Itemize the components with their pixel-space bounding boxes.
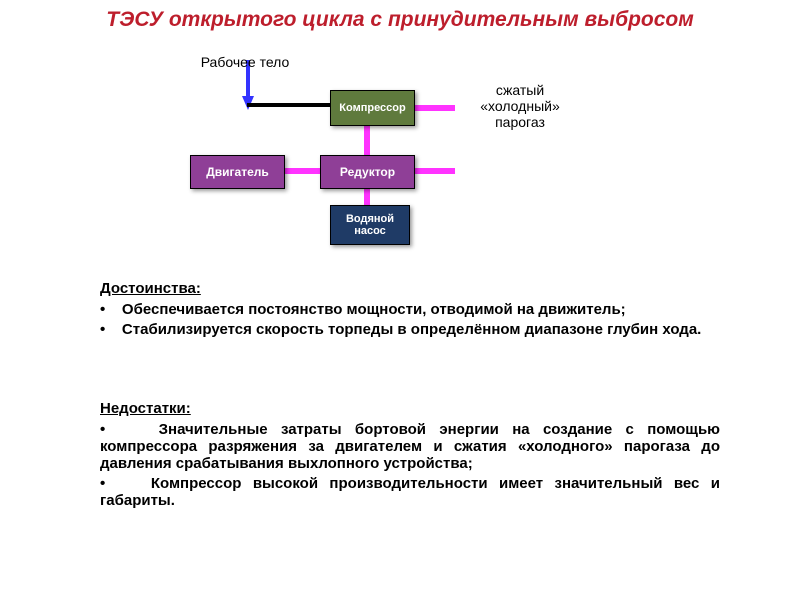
advantages-block: Достоинства: Обеспечивается постоянство …: [100, 280, 720, 341]
label-compressed-gas: сжатый «холодный» парогаз: [460, 82, 580, 130]
page-title: ТЭСУ открытого цикла с принудительным вы…: [0, 8, 800, 32]
disadvantages-list: Значительные затраты бортовой энергии на…: [100, 421, 720, 509]
connector: [364, 126, 370, 155]
advantages-list: Обеспечивается постоянство мощности, отв…: [100, 301, 720, 338]
disadvantages-block: Недостатки: Значительные затраты бортово…: [100, 400, 720, 512]
list-item: Значительные затраты бортовой энергии на…: [100, 421, 720, 472]
disadvantages-heading: Недостатки:: [100, 400, 720, 417]
diagram: Рабочее тело сжатый «холодный» парогаз К…: [0, 50, 800, 250]
box-reducer: Редуктор: [320, 155, 415, 189]
box-compressor-label: Компрессор: [339, 102, 405, 114]
box-pump: Водяной насос: [330, 205, 410, 245]
advantages-heading: Достоинства:: [100, 280, 720, 297]
list-item: Компрессор высокой производительности им…: [100, 475, 720, 509]
connector: [364, 189, 370, 205]
connector: [415, 105, 455, 111]
list-item: Обеспечивается постоянство мощности, отв…: [100, 301, 720, 318]
box-engine-label: Двигатель: [206, 165, 269, 179]
box-compressor: Компрессор: [330, 90, 415, 126]
box-engine: Двигатель: [190, 155, 285, 189]
connector: [285, 168, 320, 174]
label-working-body: Рабочее тело: [185, 54, 305, 70]
box-reducer-label: Редуктор: [340, 165, 395, 179]
box-pump-label: Водяной насос: [346, 213, 394, 237]
connector: [415, 168, 455, 174]
list-item: Стабилизируется скорость торпеды в опред…: [100, 321, 720, 338]
